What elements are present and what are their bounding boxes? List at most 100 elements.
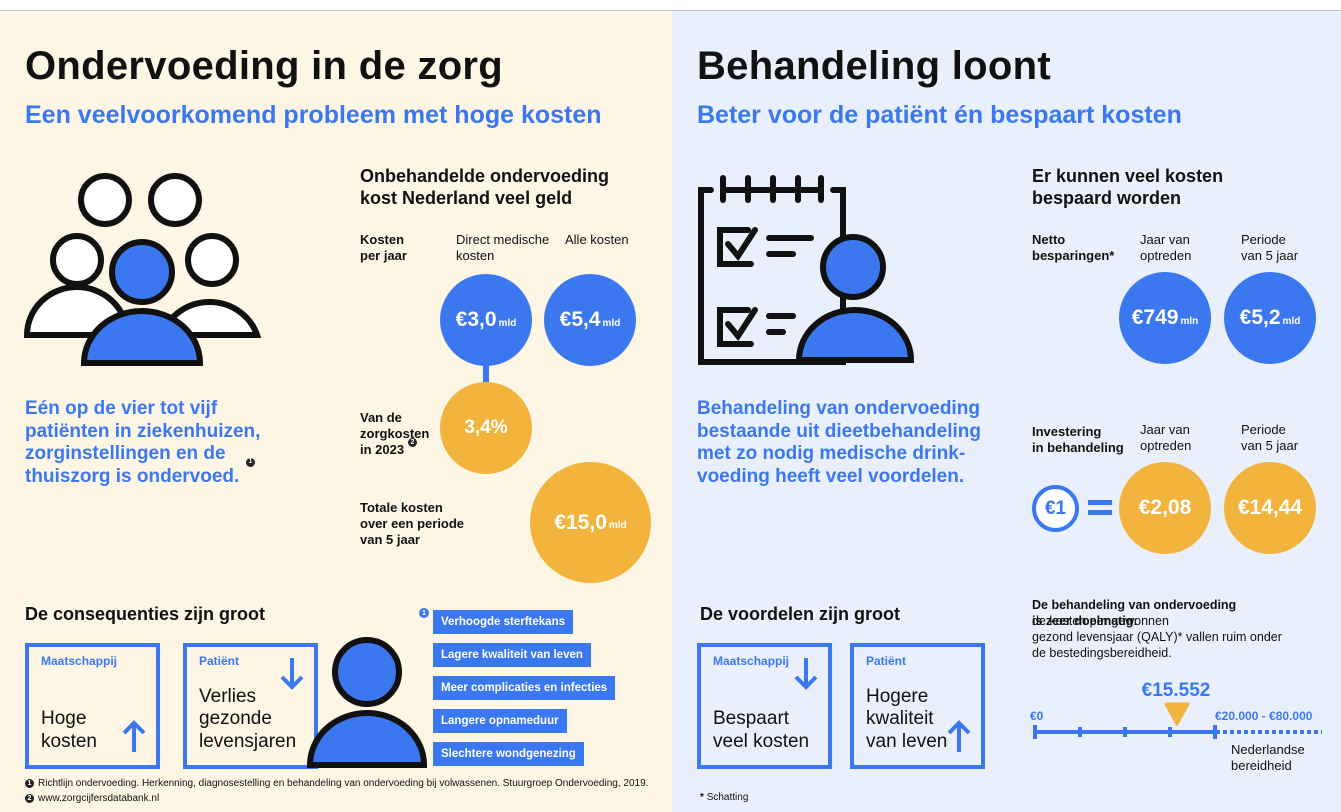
text-line: Periode (1241, 232, 1286, 247)
right-panel (672, 11, 1341, 812)
box-text: Hogere kwaliteit van leven (866, 686, 947, 754)
text-line: Van de (360, 410, 402, 425)
footnote-text: Richtlijn ondervoeding. Herkenning, diag… (38, 778, 649, 789)
text-line: bespaard worden (1032, 188, 1182, 208)
text-line: veel kosten (713, 730, 810, 752)
return-circle: €14,44 (1224, 462, 1316, 554)
total-circle: €15,0 mld (530, 462, 651, 583)
text-line: Netto (1032, 232, 1066, 247)
text-line: Kosten (360, 232, 405, 247)
people-icon (23, 173, 262, 366)
text-line: in 2023 (360, 442, 405, 457)
text-line: De behandeling van ondervoeding (1032, 598, 1237, 612)
range-label: Nederlandse bereidheid (1231, 742, 1305, 774)
efficiency-text: De behandeling van ondervoeding is zeer d… (1032, 597, 1236, 629)
text-line: kost Nederland veel geld (360, 188, 573, 208)
box-label: Maatschappij (41, 654, 118, 668)
text-line: besparingen* (1032, 248, 1115, 263)
consequence-box: Patiënt Verlies gezonde levensjaren (183, 643, 318, 769)
arrow-up (122, 720, 146, 752)
column-label: Jaar van optreden (1140, 422, 1191, 454)
footnote-marker: 1 (246, 458, 255, 467)
footnote: 1 Richtlijn ondervoeding. Herkenning, dia… (25, 778, 648, 789)
share-circle: 3,4% (440, 382, 532, 474)
text-line: kwaliteit (866, 708, 934, 729)
column-label: Direct medische kosten (456, 232, 549, 264)
text-line: Jaar van (1140, 422, 1190, 437)
text-line: van 5 jaar (360, 532, 420, 547)
text-line: Hogere (866, 685, 929, 707)
text-line: Nederlandse (1231, 742, 1305, 757)
text-line: optreden (1140, 248, 1192, 263)
left-title: Ondervoeding in de zorg (25, 44, 504, 88)
benefit-box: Patiënt Hogere kwaliteit van leven (850, 643, 985, 769)
column-label: Jaar van optreden (1140, 232, 1191, 264)
savings-circle: €5,2 mld (1224, 272, 1316, 364)
left-statement: Eén op de vier tot vijf patiënten in ziek… (25, 398, 260, 488)
column-label: Periode van 5 jaar (1241, 422, 1298, 454)
arrow-up (947, 720, 971, 752)
text-line: bestaande uit dieetbehandeling (697, 420, 981, 442)
box-text: Bespaart veel kosten (713, 708, 809, 753)
footnote-marker: * (700, 792, 704, 803)
text-line: Er kunnen veel kosten (1032, 166, 1224, 186)
text-line: voeding heeft veel voordelen. (697, 465, 965, 487)
text-line: de kosten per gewonnen (1032, 614, 1169, 628)
footnote: * Schatting (700, 792, 748, 803)
consequence-box: Maatschappij Hoge kosten (25, 643, 160, 769)
text-line: met zo nodig medische drink- (697, 443, 966, 464)
text-line: van 5 jaar (1241, 438, 1299, 453)
effect-tag: Slechtere wondgenezing (433, 742, 584, 766)
text-line: kosten (41, 730, 97, 752)
footnote-text: Schatting (706, 792, 749, 803)
text-line: van leven (866, 730, 948, 752)
right-title: Behandeling loont (697, 44, 1051, 88)
text-line: Periode (1241, 422, 1286, 437)
column-label: Periode van 5 jaar (1241, 232, 1298, 264)
text-line: de bestedingsbereidheid. (1032, 646, 1172, 660)
arrow-down (794, 658, 818, 690)
effect-tag: Meer complicaties en infecties (433, 676, 616, 700)
text-line: Bespaart (713, 708, 790, 729)
footnote-text: www.zorgcijfersdatabank.nl (38, 793, 160, 804)
text-line: bereidheid (1231, 758, 1292, 773)
text-line: Jaar van (1140, 232, 1190, 247)
footnote-marker: 2 (408, 438, 417, 447)
share-label: Van de zorgkosten in 2023 2 (360, 410, 429, 458)
savings-circle: €749 mln (1119, 272, 1211, 364)
footnote-marker: 2 (25, 793, 34, 803)
left-subtitle: Een veelvoorkomend probleem met hoge kos… (25, 101, 602, 129)
text-line: Behandeling van ondervoeding (697, 398, 980, 419)
text-line: per jaar (360, 248, 407, 263)
equals-sign (1088, 500, 1112, 515)
box-text: Hoge kosten (41, 708, 97, 753)
total-label: Totale kosten over een periode van 5 jaar (360, 500, 464, 548)
text-line: zorgkosten (360, 426, 430, 441)
row-label: Kosten per jaar (360, 232, 407, 264)
text-line: Investering (1032, 424, 1102, 439)
savings-heading: Er kunnen veel kosten bespaard worden (1032, 165, 1223, 209)
benefits-heading: De voordelen zijn groot (700, 604, 901, 624)
text-line: Hoge (41, 708, 87, 729)
top-rule (0, 10, 1341, 11)
footnote-marker: 1 (25, 778, 34, 788)
text-line: over een periode (360, 516, 465, 531)
text-line: Onbehandelde ondervoeding (360, 166, 610, 186)
text-line: Totale kosten (360, 500, 443, 515)
text-line: gezond levensjaar (QALY)* vallen ruim on… (1032, 630, 1282, 644)
text-line: optreden (1140, 438, 1192, 453)
consequences-heading: De consequenties zijn groot (25, 604, 266, 624)
text-line: patiënten in ziekenhuizen, (25, 420, 261, 442)
return-circle: €2,08 (1119, 462, 1211, 554)
arrow-down (280, 658, 304, 690)
text-line: Alle kosten (565, 232, 629, 247)
cost-circle: €5,4 mld (544, 274, 636, 366)
text-line: Eén op de vier tot vijf (25, 398, 218, 419)
box-label: Patiënt (199, 654, 240, 668)
text-line: Direct medische (456, 232, 550, 247)
patient-icon (306, 637, 428, 768)
efficiency-text: de kosten per gewonnen gezond levensjaar … (1032, 613, 1282, 661)
box-label: Maatschappij (713, 654, 790, 668)
box-text: Verlies gezonde levensjaren (199, 686, 296, 754)
effect-tag: Langere opnameduur (433, 709, 567, 733)
